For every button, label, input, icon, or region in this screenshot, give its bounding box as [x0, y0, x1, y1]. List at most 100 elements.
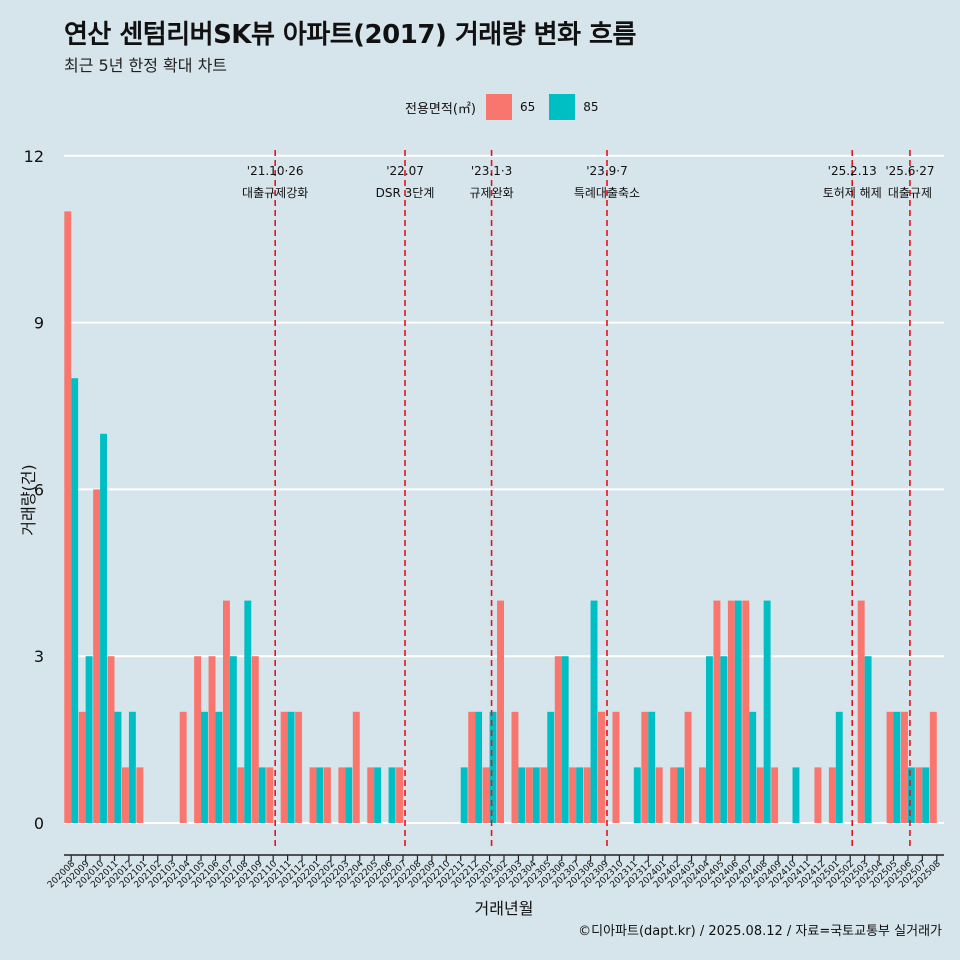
bar-65-202104	[179, 711, 187, 823]
bar-65-202110	[266, 767, 274, 823]
bar-65-202302	[497, 600, 504, 823]
bar-85-202506	[907, 767, 915, 823]
bar-65-202508	[929, 711, 937, 823]
legend-key-65	[485, 94, 512, 120]
event-date-202309: '23.9·7	[586, 164, 627, 178]
bar-65-202008	[64, 211, 72, 823]
bar-85-202404	[705, 656, 713, 823]
bar-65-202107	[222, 600, 230, 823]
bar-65-202404	[699, 767, 706, 823]
chart-subtitle: 최근 5년 한정 확대 차트	[64, 56, 228, 75]
bar-65-202112	[295, 711, 303, 823]
bar-85-202505	[893, 711, 901, 823]
bar-65-202405	[713, 600, 721, 823]
bar-85-202107	[229, 656, 237, 823]
bar-85-202203	[345, 767, 353, 823]
bar-65-202412	[814, 767, 822, 823]
bar-85-202402	[677, 767, 685, 823]
bar-65-202009	[78, 711, 86, 823]
bar-65-202401	[655, 767, 663, 823]
legend-label-65: 65	[519, 100, 536, 114]
event-label-202110: 대출규제강화	[242, 186, 308, 200]
bar-65-202303	[511, 711, 519, 823]
bar-65-202309	[598, 711, 605, 823]
bar-85-202405	[720, 656, 728, 823]
bar-85-202407	[749, 711, 757, 823]
bar-65-202203	[338, 767, 346, 823]
bar-85-202307	[576, 767, 584, 823]
bar-65-202506	[901, 711, 908, 823]
y-tick-label: 0	[34, 814, 44, 833]
event-date-202110: '21.10·26	[247, 164, 304, 178]
event-label-202309: 특례대출축소	[574, 186, 640, 200]
bar-65-202201	[309, 767, 317, 823]
bar-65-202011	[107, 656, 115, 823]
bar-65-202408	[756, 767, 764, 823]
bar-65-202307	[569, 767, 577, 823]
bar-65-202406	[727, 600, 735, 823]
legend-label-85: 85	[583, 100, 599, 114]
bar-85-202108	[244, 600, 252, 823]
event-date-202207: '22.07	[386, 164, 424, 178]
bar-85-202211	[460, 767, 468, 823]
bar-65-202212	[468, 711, 476, 823]
bar-85-202111	[287, 711, 295, 823]
bar-65-202111	[280, 711, 288, 823]
bar-65-202507	[915, 767, 923, 823]
event-label-202506: 대출규제	[888, 186, 932, 200]
bar-65-202301	[482, 767, 490, 823]
bar-65-202310	[612, 711, 620, 823]
legend: 전용면적(㎡) 65 85	[405, 92, 613, 122]
bar-65-202207	[396, 767, 404, 823]
bar-65-202308	[583, 767, 591, 823]
y-tick-label: 9	[34, 314, 44, 333]
y-axis-title: 거래량(건)	[19, 464, 38, 535]
y-tick-label: 12	[24, 147, 44, 166]
chart-title: 연산 센텀리버SK뷰 아파트(2017) 거래량 변화 흐름	[64, 20, 636, 50]
bar-65-202306	[554, 656, 562, 823]
event-label-202207: DSR 3단계	[376, 186, 435, 200]
bar-65-202312	[641, 711, 649, 823]
bar-85-202304	[532, 767, 540, 823]
bar-65-202409	[771, 767, 779, 823]
event-label-202502: 토허제 해제	[823, 186, 882, 200]
y-tick-label: 3	[34, 647, 44, 666]
bar-85-202106	[215, 711, 223, 823]
event-date-202301: '23.1·3	[471, 164, 512, 178]
bar-65-202010	[93, 489, 101, 823]
bar-85-202205	[374, 767, 382, 823]
bar-65-202501	[828, 767, 836, 823]
legend-title: 전용면적(㎡)	[405, 101, 476, 117]
bar-65-202305	[540, 767, 548, 823]
bar-85-202206	[388, 767, 396, 823]
bar-65-202108	[237, 767, 245, 823]
bar-85-202305	[547, 711, 555, 823]
bar-85-202306	[561, 656, 569, 823]
bar-85-202303	[518, 767, 526, 823]
bar-85-202301	[489, 711, 497, 823]
bar-85-202201	[316, 767, 324, 823]
bar-85-202109	[258, 767, 266, 823]
bar-85-202406	[734, 600, 742, 823]
y-tick-label: 6	[34, 480, 44, 499]
bar-65-202106	[208, 656, 216, 823]
event-date-202506: '25.6·27	[885, 164, 934, 178]
bar-85-202410	[792, 767, 800, 823]
bar-85-202008	[71, 378, 79, 823]
bar-65-202012	[122, 767, 129, 823]
bar-65-202505	[886, 711, 894, 823]
bar-65-202403	[684, 711, 692, 823]
event-label-202301: 규제완화	[469, 186, 513, 200]
bar-85-202408	[763, 600, 771, 823]
bar-85-202507	[922, 767, 930, 823]
bar-85-202503	[864, 656, 872, 823]
bar-85-202212	[475, 711, 483, 823]
bar-65-202202	[323, 767, 331, 823]
bar-65-202407	[742, 600, 750, 823]
bar-85-202105	[201, 711, 208, 823]
bar-65-202204	[352, 711, 360, 823]
bar-65-202109	[251, 656, 259, 823]
bar-85-202011	[114, 711, 122, 823]
bar-85-202012	[128, 711, 136, 823]
